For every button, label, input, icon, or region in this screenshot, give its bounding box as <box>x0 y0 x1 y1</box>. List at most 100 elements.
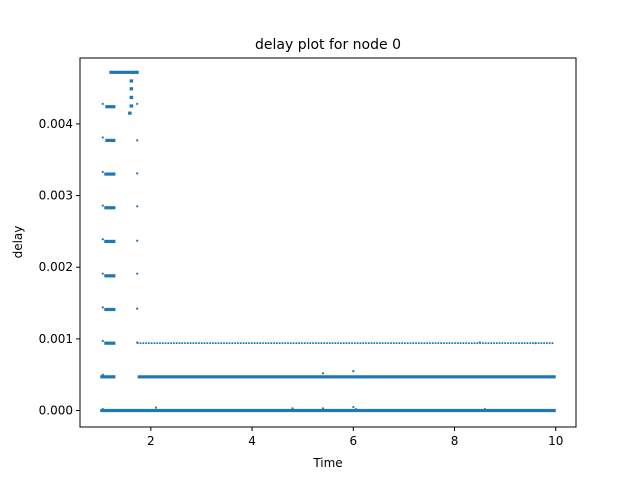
data-point <box>217 342 220 345</box>
data-point <box>161 342 164 345</box>
data-point <box>270 342 273 345</box>
data-point <box>348 342 351 345</box>
data-point <box>281 342 284 345</box>
data-point <box>498 342 501 345</box>
data-point <box>225 342 228 345</box>
data-band <box>104 172 116 176</box>
x-tick-label: 2 <box>147 434 155 448</box>
data-point <box>284 342 287 345</box>
data-point <box>367 342 370 345</box>
data-point <box>292 342 295 345</box>
data-point <box>512 342 515 345</box>
data-point <box>467 342 470 345</box>
data-point <box>531 342 534 345</box>
data-point <box>192 342 195 345</box>
y-tick-label: 0.002 <box>39 260 73 274</box>
data-band <box>128 111 132 115</box>
y-tick-label: 0.001 <box>39 332 73 346</box>
data-point <box>370 342 373 345</box>
data-point <box>231 342 234 345</box>
data-point <box>362 342 365 345</box>
data-point <box>417 342 420 345</box>
x-axis-ticks: 2 4 6 8 10 <box>147 427 563 448</box>
data-point <box>339 342 342 345</box>
data-point <box>395 342 398 345</box>
data-point <box>551 342 554 345</box>
data-point <box>415 342 418 345</box>
data-band <box>105 138 116 142</box>
data-point <box>526 342 529 345</box>
x-axis-label: Time <box>312 456 342 470</box>
data-point <box>462 342 465 345</box>
data-band <box>104 341 116 345</box>
data-point <box>376 342 379 345</box>
data-point <box>320 342 323 345</box>
data-point <box>101 407 104 411</box>
data-points <box>100 70 556 413</box>
data-point <box>195 342 198 345</box>
data-point <box>548 342 551 345</box>
data-point <box>403 342 406 345</box>
data-point <box>543 342 546 345</box>
data-point <box>101 170 104 174</box>
data-point <box>275 342 278 345</box>
data-point <box>228 342 231 345</box>
data-point <box>136 172 139 175</box>
data-point <box>220 342 223 345</box>
chart-title: delay plot for node 0 <box>255 37 401 53</box>
data-point <box>236 342 239 345</box>
data-point <box>273 342 276 345</box>
data-point <box>142 342 145 345</box>
data-point <box>354 407 357 411</box>
data-point <box>409 342 412 345</box>
data-point <box>515 342 518 345</box>
data-point <box>501 342 504 345</box>
data-point <box>156 342 159 345</box>
data-point <box>356 342 359 345</box>
data-point <box>520 342 523 345</box>
y-axis-ticks: 0.000 0.001 0.002 0.003 0.004 <box>39 117 80 418</box>
data-point <box>278 342 281 345</box>
data-point <box>203 342 206 345</box>
x-tick-label: 10 <box>548 434 563 448</box>
data-point <box>259 342 262 345</box>
data-point <box>387 342 390 345</box>
data-point <box>352 405 355 409</box>
data-point <box>434 342 437 345</box>
data-point <box>158 342 161 345</box>
data-point <box>540 342 543 345</box>
data-point <box>451 342 454 345</box>
data-point <box>300 342 303 345</box>
data-point <box>175 342 178 345</box>
data-point <box>250 342 253 345</box>
data-point <box>442 342 445 345</box>
data-point <box>101 373 104 376</box>
data-point <box>287 342 290 345</box>
data-point <box>321 372 325 375</box>
data-point <box>323 342 326 345</box>
data-band <box>129 104 134 108</box>
data-point <box>178 342 181 345</box>
data-point <box>506 342 509 345</box>
data-point <box>306 342 309 345</box>
data-point <box>490 342 493 345</box>
data-point <box>186 342 189 345</box>
data-point <box>181 342 184 345</box>
data-point <box>428 342 431 345</box>
data-point <box>242 342 245 345</box>
data-point <box>295 342 298 345</box>
data-point <box>309 342 312 345</box>
data-point <box>390 342 393 345</box>
data-band <box>137 375 556 379</box>
data-point <box>164 342 167 345</box>
data-point <box>248 342 251 345</box>
data-point <box>437 342 440 345</box>
data-band-sparse <box>136 342 554 345</box>
data-point <box>222 342 225 345</box>
data-point <box>523 342 526 345</box>
data-point <box>493 342 496 345</box>
data-point <box>267 342 270 345</box>
y-tick-label: 0.004 <box>39 117 73 131</box>
